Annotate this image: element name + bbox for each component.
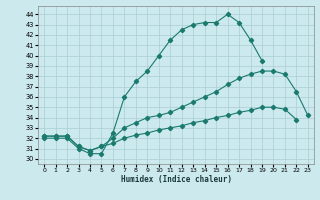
X-axis label: Humidex (Indice chaleur): Humidex (Indice chaleur) — [121, 175, 231, 184]
